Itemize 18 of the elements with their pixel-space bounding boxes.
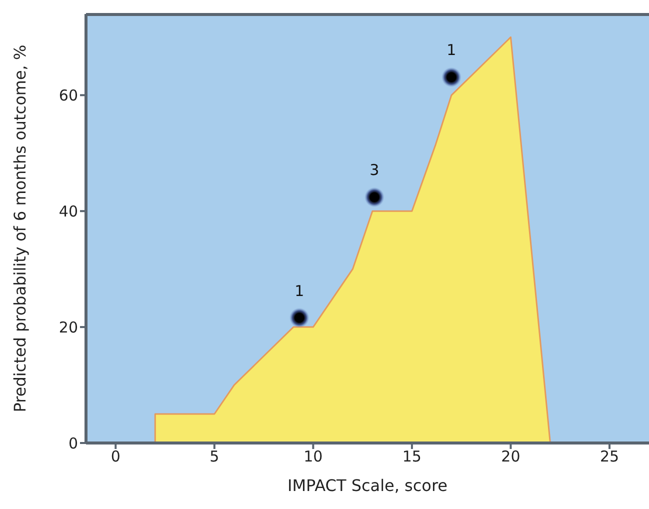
y-tick-label: 40 bbox=[58, 202, 78, 220]
y-tick-label: 60 bbox=[58, 86, 78, 104]
x-tick-label: 20 bbox=[501, 448, 520, 466]
x-tick-label: 0 bbox=[110, 448, 120, 466]
point bbox=[441, 67, 462, 88]
x-tick-label: 10 bbox=[304, 448, 323, 466]
annotation: 1 bbox=[446, 41, 456, 60]
y-axis-title: Predicted probability of 6 months outcome, % bbox=[10, 44, 30, 412]
point bbox=[289, 308, 310, 328]
annotation: 3 bbox=[370, 161, 380, 180]
y-tick-label: 20 bbox=[58, 318, 78, 336]
point bbox=[364, 187, 384, 208]
y-tick-label: 0 bbox=[68, 434, 78, 452]
x-tick-label: 25 bbox=[600, 448, 620, 466]
x-axis-title: IMPACT Scale, score bbox=[287, 476, 448, 495]
x-tick-label: 5 bbox=[210, 448, 220, 466]
x-tick-label: 15 bbox=[402, 448, 422, 466]
annotation: 1 bbox=[294, 282, 304, 300]
